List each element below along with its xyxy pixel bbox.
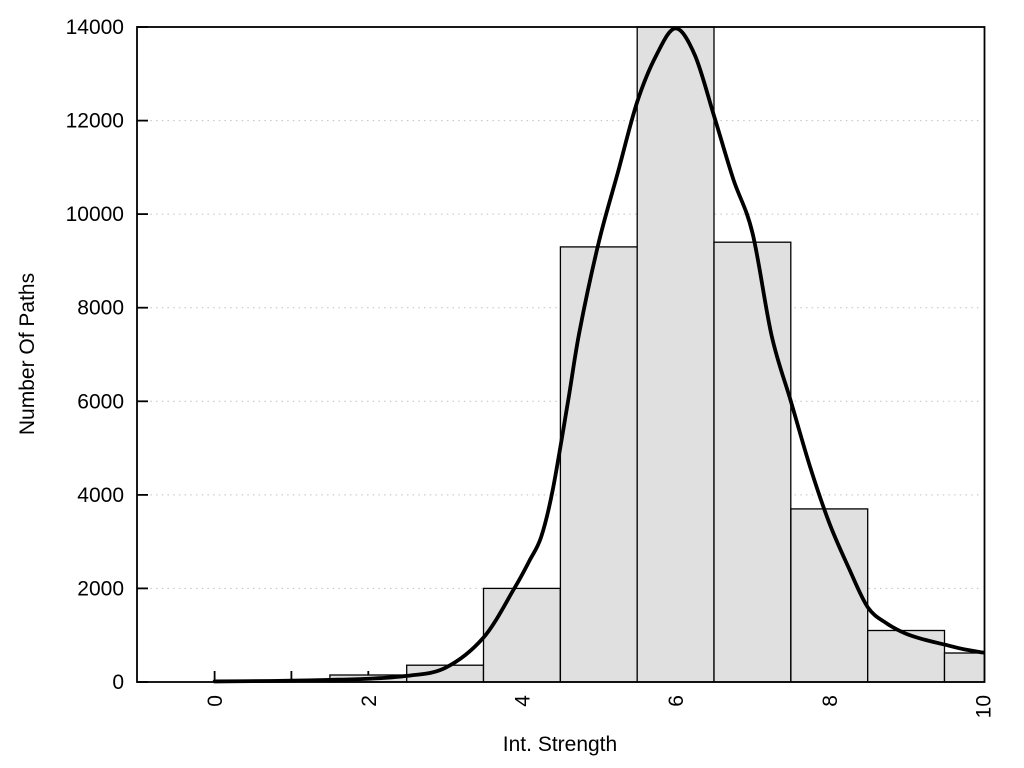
histogram-bar <box>636 26 715 683</box>
x-tick-label: 8 <box>819 695 842 707</box>
y-tick-label: 4000 <box>77 484 124 507</box>
x-tick-label: 0 <box>204 695 227 707</box>
y-tick-label: 2000 <box>77 577 124 600</box>
y-tick-label: 8000 <box>77 297 124 320</box>
histogram-bar <box>713 241 792 683</box>
x-tick-label: 2 <box>358 695 381 707</box>
x-tick-label: 6 <box>665 695 688 707</box>
x-axis-title: Int. Strength <box>502 733 618 756</box>
histogram-bar <box>943 652 986 683</box>
density-curve <box>212 26 985 684</box>
histogram-bar <box>559 246 638 683</box>
histogram-bar <box>482 587 561 683</box>
y-tick-label: 0 <box>112 671 124 694</box>
histogram-bar <box>790 508 869 683</box>
y-tick-label: 14000 <box>66 16 124 39</box>
y-tick-label: 6000 <box>77 390 124 413</box>
y-tick-label: 12000 <box>66 110 124 133</box>
x-tick-label: 10 <box>973 695 996 718</box>
y-tick-label: 10000 <box>66 203 124 226</box>
x-tick-label: 4 <box>511 695 534 707</box>
y-axis-title: Number Of Paths <box>16 272 39 436</box>
histogram-bar <box>867 629 946 683</box>
plot-frame <box>136 26 986 683</box>
